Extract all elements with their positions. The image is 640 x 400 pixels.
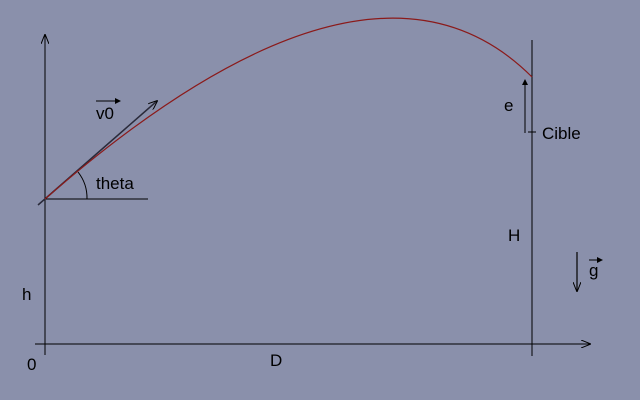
theta-arc	[77, 171, 88, 200]
g-label: g	[589, 261, 598, 280]
d-label: D	[270, 351, 282, 370]
h-upper-label: H	[508, 226, 520, 245]
v0-label: v0	[96, 104, 114, 123]
trajectory-curve	[44, 17, 533, 200]
h-label: h	[22, 285, 31, 304]
e-label: e	[504, 96, 513, 115]
theta-label: theta	[96, 174, 134, 193]
cible-label: Cible	[542, 124, 581, 143]
origin-label: 0	[27, 355, 36, 374]
